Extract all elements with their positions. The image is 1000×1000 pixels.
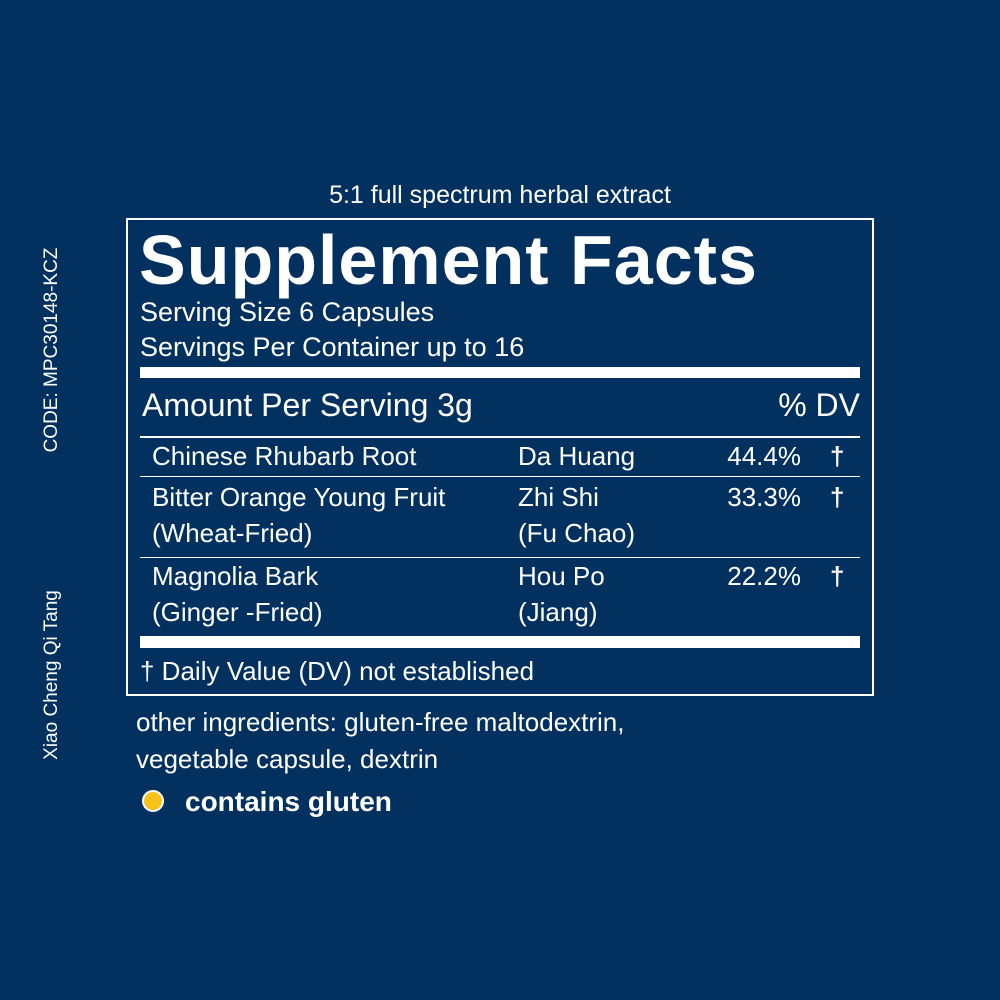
subtitle: 5:1 full spectrum herbal extract <box>126 183 874 208</box>
percent-dv: 22.2% <box>727 563 801 589</box>
dv-mark: † <box>830 563 844 589</box>
serving-size: Serving Size 6 Capsules <box>140 299 434 326</box>
row-rule <box>140 557 860 558</box>
product-code: CODE: MPC30148-KCZ <box>41 228 63 472</box>
ingredient-name: Magnolia Bark <box>152 563 318 589</box>
percent-dv: 33.3% <box>727 484 801 510</box>
ingredient-name: Bitter Orange Young Fruit <box>152 484 445 510</box>
formula-name: Xiao Cheng Qi Tang <box>41 553 63 797</box>
allergen: contains gluten <box>185 788 392 816</box>
ingredient-pinyin: Zhi Shi <box>518 484 599 510</box>
amount-per-serving: Amount Per Serving 3g <box>142 389 473 421</box>
ingredient-pinyin: (Jiang) <box>518 599 597 625</box>
rule <box>140 436 860 438</box>
ingredient-pinyin: (Fu Chao) <box>518 520 635 546</box>
other-ingredients: other ingredients: gluten-free maltodext… <box>136 709 625 735</box>
ingredient-name: Chinese Rhubarb Root <box>152 443 417 469</box>
footnote: † Daily Value (DV) not established <box>140 658 534 684</box>
dv-header: % DV <box>778 389 860 421</box>
servings-per-container: Servings Per Container up to 16 <box>140 334 524 361</box>
row-rule <box>140 476 860 477</box>
percent-dv: 44.4% <box>727 443 801 469</box>
ingredient-name: (Wheat-Fried) <box>152 520 312 546</box>
ingredient-pinyin: Da Huang <box>518 443 635 469</box>
ingredient-name: (Ginger -Fried) <box>152 599 322 625</box>
thick-rule <box>140 367 860 378</box>
thick-rule <box>140 636 860 648</box>
dv-mark: † <box>830 443 844 469</box>
other-ingredients: vegetable capsule, dextrin <box>136 746 438 772</box>
gluten-dot <box>142 790 164 812</box>
ingredient-pinyin: Hou Po <box>518 563 605 589</box>
facts-title: Supplement Facts <box>139 225 758 295</box>
dv-mark: † <box>830 484 844 510</box>
